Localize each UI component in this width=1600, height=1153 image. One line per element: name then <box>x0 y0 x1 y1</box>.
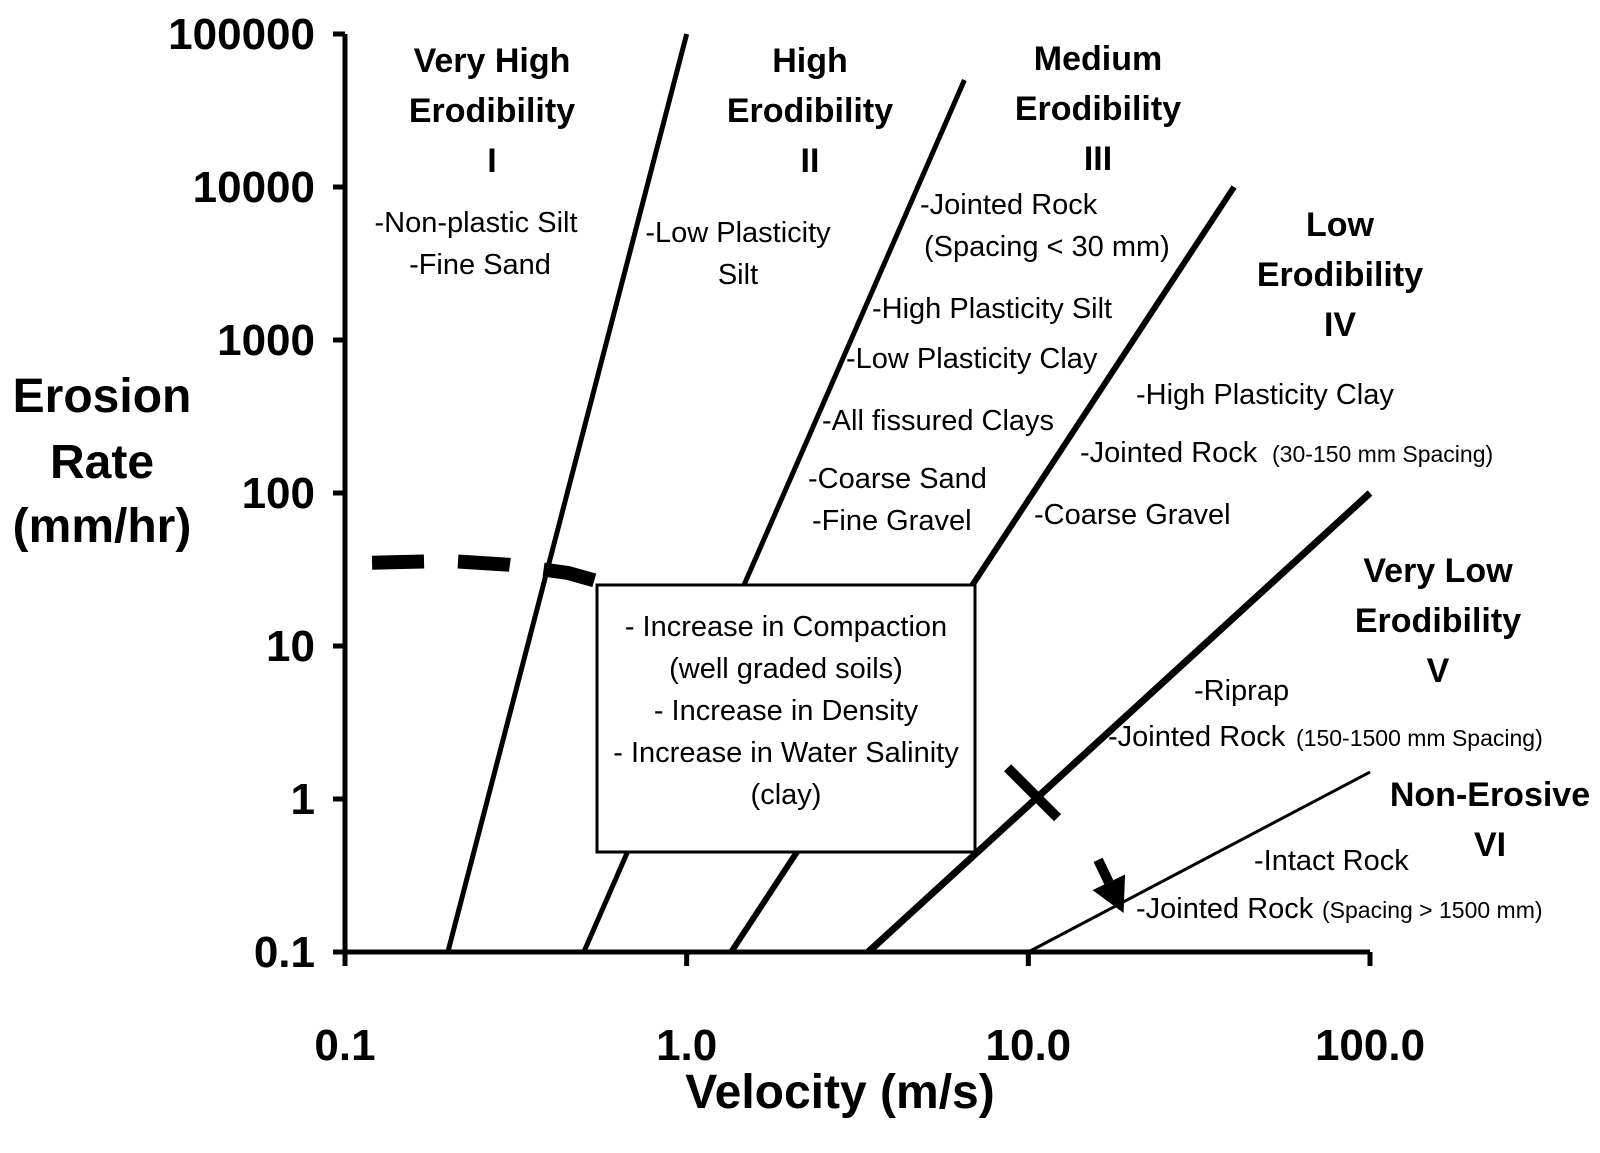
category-number: III <box>1084 140 1112 178</box>
chart-annotations <box>371 553 1126 913</box>
material-label: -Jointed Rock <box>1136 893 1314 925</box>
y-axis-title-line-2: Rate <box>50 436 154 489</box>
category-title: Erodibility <box>1257 256 1423 294</box>
annotation-line: - Increase in Water Salinity <box>613 737 959 769</box>
x-tick-label: 10.0 <box>986 1021 1072 1070</box>
category-high-erodibility: High Erodibility II -Low Plasticity Silt <box>645 42 893 291</box>
category-title: Erodibility <box>1015 90 1181 128</box>
category-title: Erodibility <box>1355 602 1521 640</box>
category-number: V <box>1427 652 1450 690</box>
material-label: -Coarse Gravel <box>1034 499 1231 531</box>
annotation-line: (clay) <box>751 779 822 811</box>
y-tick-label: 100000 <box>168 10 315 59</box>
category-number: VI <box>1474 826 1506 864</box>
category-medium-erodibility: Medium Erodibility III -Jointed Rock (Sp… <box>808 40 1181 537</box>
cross-marker <box>1004 764 1062 822</box>
annotation-box-frame <box>595 583 977 854</box>
y-axis-title-line-3: (mm/hr) <box>13 500 192 553</box>
boundary-line <box>1027 770 1371 954</box>
material-label: -Jointed Rock <box>1080 437 1258 469</box>
category-number: IV <box>1324 306 1356 344</box>
annotation-line: - Increase in Density <box>654 695 919 727</box>
material-label: -Jointed Rock <box>1108 721 1286 753</box>
y-tick-label: 10000 <box>193 163 315 212</box>
category-non-erosive: Non-Erosive VI -Intact Rock -Jointed Roc… <box>1136 776 1590 925</box>
material-label: -Low Plasticity Clay <box>846 343 1098 375</box>
category-very-high-erodibility: Very High Erodibility I -Non-plastic Sil… <box>374 42 577 281</box>
arrow-shaft <box>1093 857 1114 885</box>
annotation-line: - Increase in Compaction <box>625 611 947 643</box>
boundary-line <box>865 490 1373 955</box>
material-label: -High Plasticity Silt <box>872 293 1112 325</box>
x-tick-label: 0.1 <box>314 1021 375 1070</box>
category-number: I <box>487 142 496 180</box>
axes <box>333 31 1373 966</box>
annotation-box: - Increase in Compaction (well graded so… <box>595 583 977 854</box>
material-label: -Intact Rock <box>1254 845 1409 877</box>
x-tick-label: 1.0 <box>656 1021 717 1070</box>
material-label: -Coarse Sand <box>808 463 987 495</box>
tick-labels: 0.1 1.0 10.0 100.0 0.1 1 10 100 1000 10000 100000 <box>168 10 1425 1070</box>
material-label: -All fissured Clays <box>822 405 1054 437</box>
arrow-head <box>1092 874 1126 913</box>
material-label: -Riprap <box>1194 675 1289 707</box>
material-label: -Low Plasticity <box>645 217 831 249</box>
material-label: -High Plasticity Clay <box>1136 379 1394 411</box>
category-number: II <box>801 142 820 180</box>
x-axis-title: Velocity (m/s) <box>685 1066 994 1119</box>
y-tick-label: 1000 <box>217 316 315 365</box>
boundary-line <box>445 33 690 953</box>
y-tick-label: 10 <box>266 622 315 671</box>
y-tick-label: 100 <box>242 469 315 518</box>
category-title: Very Low <box>1363 552 1513 590</box>
material-label: -Fine Gravel <box>812 505 972 537</box>
material-label: -Non-plastic Silt <box>374 207 577 239</box>
material-label: (Spacing < 30 mm) <box>924 231 1170 263</box>
x-tick-label: 100.0 <box>1315 1021 1425 1070</box>
category-title: Low <box>1306 206 1375 244</box>
category-title: Very High <box>414 42 571 80</box>
category-title: Non-Erosive <box>1390 776 1590 814</box>
category-title: Medium <box>1034 40 1162 78</box>
y-tick-label: 0.1 <box>254 928 315 977</box>
category-very-low-erodibility: Very Low Erodibility V -Riprap -Jointed … <box>1108 552 1543 753</box>
y-axis-title-line-1: Erosion <box>13 370 192 423</box>
category-title: Erodibility <box>409 92 575 130</box>
y-tick-label: 1 <box>291 775 315 824</box>
category-title: Erodibility <box>727 92 893 130</box>
annotation-line: (well graded soils) <box>669 653 903 685</box>
category-title: High <box>772 42 848 80</box>
material-note: (30-150 mm Spacing) <box>1272 441 1493 467</box>
material-label: -Jointed Rock <box>920 189 1098 221</box>
material-note: (150-1500 mm Spacing) <box>1296 725 1543 751</box>
material-note: (Spacing > 1500 mm) <box>1322 897 1543 923</box>
material-label: Silt <box>718 259 758 291</box>
category-low-erodibility: Low Erodibility IV -High Plasticity Clay… <box>1034 206 1493 531</box>
material-label: -Fine Sand <box>409 249 551 281</box>
